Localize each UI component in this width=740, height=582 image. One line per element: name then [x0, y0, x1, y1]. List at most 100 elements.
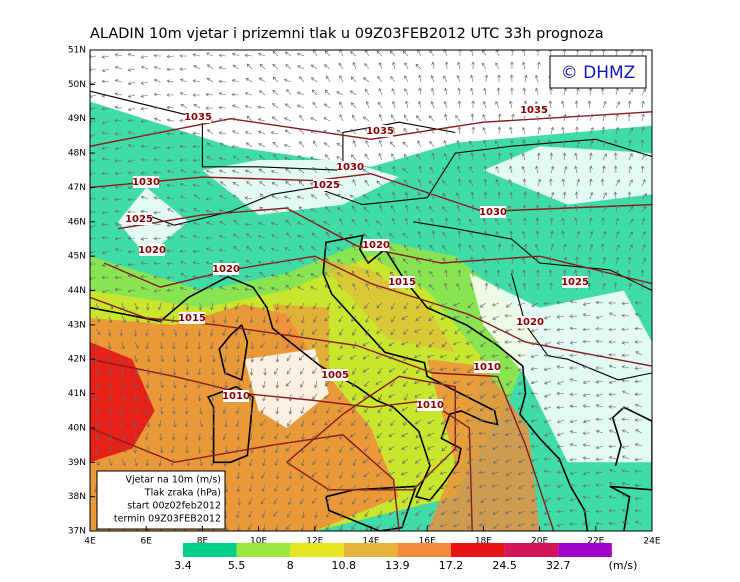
- wind-arrow: [641, 179, 646, 187]
- wind-arrow: [602, 256, 606, 265]
- wind-arrow: [101, 263, 110, 267]
- wind-arrow: [247, 328, 253, 336]
- wind-arrow: [172, 407, 176, 415]
- wind-arrow: [127, 107, 136, 112]
- wind-arrow: [471, 61, 475, 70]
- wind-arrow: [284, 129, 292, 135]
- wind-arrow: [417, 191, 422, 200]
- wind-arrow: [416, 115, 422, 122]
- wind-arrow: [521, 256, 526, 265]
- wind-arrow: [561, 217, 565, 226]
- wind-arrow: [465, 418, 474, 423]
- wind-arrow: [491, 302, 500, 307]
- wind-arrow: [248, 380, 253, 389]
- wind-arrow: [218, 234, 227, 239]
- wind-arrow: [232, 233, 240, 239]
- wind-arrow: [575, 126, 579, 134]
- wind-arrow: [140, 65, 149, 70]
- wind-arrow: [469, 166, 474, 174]
- wind-arrow: [467, 432, 474, 438]
- wind-arrow: [569, 300, 578, 304]
- wind-arrow: [166, 79, 175, 84]
- wind-arrow: [627, 113, 631, 122]
- wind-arrow: [297, 65, 305, 70]
- wind-arrow: [378, 153, 383, 161]
- wind-arrow: [222, 328, 227, 336]
- wind-arrow: [160, 380, 164, 389]
- wind-arrow: [107, 420, 111, 428]
- wind-arrow: [310, 194, 318, 200]
- wind-arrow: [556, 419, 565, 424]
- wind-arrow: [153, 65, 162, 70]
- wind-arrow: [205, 209, 214, 213]
- wind-arrow: [127, 68, 136, 72]
- wind-arrow: [259, 193, 266, 200]
- wind-arrow: [388, 458, 396, 463]
- wind-arrow: [301, 315, 305, 324]
- wind-arrow: [522, 61, 526, 70]
- wind-arrow: [101, 236, 110, 240]
- wind-arrow: [523, 243, 528, 252]
- wind-arrow: [140, 237, 149, 241]
- info-box: [96, 470, 226, 530]
- wind-arrow: [339, 50, 344, 57]
- wind-arrow: [378, 257, 383, 265]
- wind-arrow: [312, 257, 318, 265]
- wind-arrow: [218, 92, 227, 96]
- wind-arrow: [218, 66, 227, 70]
- wind-arrow: [479, 302, 487, 308]
- wind-arrow: [641, 88, 646, 96]
- wind-arrow: [388, 432, 396, 437]
- wind-arrow: [569, 497, 578, 502]
- wind-arrow: [440, 484, 448, 490]
- wind-arrow: [457, 230, 462, 239]
- wind-arrow: [286, 354, 292, 362]
- wind-arrow: [511, 113, 515, 122]
- wind-arrow: [416, 302, 422, 309]
- wind-arrow: [312, 393, 318, 400]
- wind-arrow: [261, 484, 266, 493]
- wind-arrow: [274, 432, 279, 440]
- wind-arrow: [211, 393, 215, 402]
- wind-arrow: [504, 419, 513, 423]
- wind-arrow: [521, 152, 526, 161]
- wind-arrow: [285, 206, 292, 213]
- wind-arrow: [428, 115, 435, 122]
- wind-arrow: [349, 354, 357, 360]
- wind-arrow: [236, 354, 241, 363]
- wind-arrow: [628, 127, 633, 135]
- wind-arrow: [608, 327, 617, 332]
- wind-arrow: [310, 117, 318, 122]
- wind-arrow: [311, 354, 318, 361]
- wind-arrow: [413, 354, 422, 359]
- wind-arrow: [454, 393, 461, 400]
- wind-arrow: [297, 221, 305, 226]
- wind-arrow: [246, 246, 253, 252]
- wind-arrow: [127, 118, 136, 123]
- wind-arrow: [237, 380, 241, 389]
- wind-arrow: [192, 93, 201, 97]
- wind-arrow: [621, 353, 630, 358]
- wind-arrow: [365, 218, 370, 226]
- wind-arrow: [492, 406, 500, 411]
- wind-arrow: [595, 429, 604, 434]
- calm-area: [118, 187, 189, 257]
- wind-arrow: [296, 273, 305, 278]
- wind-arrow: [140, 133, 149, 137]
- wind-arrow: [505, 328, 513, 333]
- wind-arrow: [536, 152, 541, 161]
- isobar-label-bg: [389, 276, 415, 288]
- lon-label: 16E: [419, 537, 436, 547]
- wind-arrow: [634, 366, 643, 371]
- info-line: Vjetar na 10m (m/s): [126, 475, 222, 486]
- wind-arrow: [389, 246, 396, 252]
- wind-arrow: [223, 367, 228, 376]
- wind-arrow: [575, 256, 579, 265]
- wind-arrow: [530, 354, 539, 358]
- info-line: Tlak zraka (hPa): [144, 488, 221, 499]
- wind-arrow: [365, 140, 370, 148]
- wind-arrow: [310, 130, 318, 135]
- wind-arrow: [352, 114, 357, 122]
- wind-arrow: [339, 523, 344, 531]
